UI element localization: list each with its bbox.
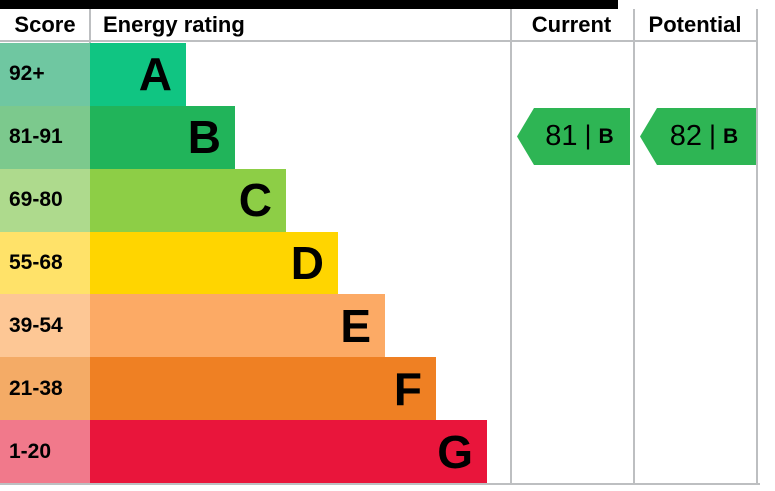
potential-score-value: 82 (669, 120, 703, 152)
current-score-value: 81 (545, 120, 578, 152)
band-row-f: 21-38 F (0, 357, 775, 421)
header-current: Current (531, 12, 612, 37)
band-row-c: 69-80 C (0, 168, 775, 232)
header-score: Score (14, 12, 76, 37)
band-bar-e: E (90, 294, 385, 358)
band-bar-g: G (90, 420, 487, 484)
band-bar-d: D (90, 231, 338, 295)
current-rating-arrow: 81 | B (517, 108, 630, 165)
potential-rating-arrow: 82 | B (640, 108, 756, 165)
potential-column-divider (633, 9, 635, 483)
current-separator: | (584, 120, 592, 150)
header-divider-line (0, 40, 757, 42)
table-header-row: Score Energy rating Current Potential (0, 9, 775, 41)
score-range-e: 39-54 (0, 294, 90, 358)
band-rows: 92+ A 81-91 B 69-80 C 55-68 D 39-54 E 21… (0, 43, 775, 484)
score-range-f: 21-38 (0, 357, 90, 421)
band-row-b: 81-91 B (0, 105, 775, 169)
potential-separator: | (709, 120, 717, 150)
header-energy-rating: Energy rating (103, 12, 245, 37)
current-band-letter: B (598, 124, 614, 148)
band-bar-a: A (90, 43, 186, 106)
score-range-d: 55-68 (0, 231, 90, 295)
score-range-g: 1-20 (0, 420, 90, 484)
band-bar-c: C (90, 168, 286, 232)
table-top-border (0, 0, 618, 9)
score-range-b: 81-91 (0, 105, 90, 169)
band-bar-b: B (90, 105, 235, 169)
potential-band-letter: B (723, 124, 739, 148)
band-row-d: 55-68 D (0, 231, 775, 295)
band-row-g: 1-20 G (0, 420, 775, 484)
band-bar-f: F (90, 357, 436, 421)
band-row-e: 39-54 E (0, 294, 775, 358)
band-row-a: 92+ A (0, 43, 775, 106)
table-bottom-border (0, 483, 760, 485)
score-column-divider (89, 9, 91, 43)
table-right-border (756, 9, 758, 483)
score-range-a: 92+ (0, 43, 90, 106)
current-column-divider (510, 9, 512, 483)
header-potential: Potential (648, 12, 742, 37)
score-range-c: 69-80 (0, 168, 90, 232)
